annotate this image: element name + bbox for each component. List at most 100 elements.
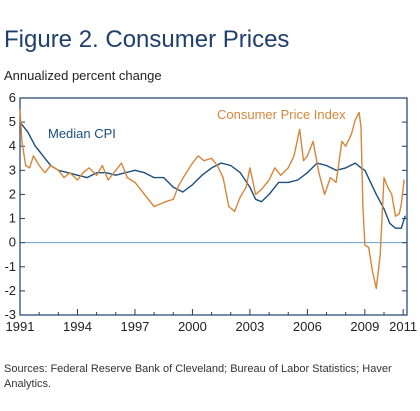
cpi-point: [178, 184, 180, 186]
cpi-point: [197, 155, 199, 157]
cpi-point: [76, 179, 79, 181]
cpi-point: [364, 244, 366, 246]
median-cpi-point: [67, 172, 69, 174]
cpi-point: [245, 186, 247, 188]
cpi-point: [394, 215, 397, 217]
cpi-point: [120, 162, 123, 164]
cpi-point: [153, 205, 155, 208]
cpi-point: [358, 111, 360, 114]
x-tick-label: 2009: [350, 319, 379, 334]
x-tick-label: 1997: [120, 319, 149, 334]
plot-frame: [19, 97, 408, 316]
cpi-point: [159, 203, 161, 205]
cpi-point: [233, 210, 236, 212]
cpi-point: [172, 198, 174, 200]
median-cpi-point: [86, 176, 88, 179]
median-cpi-point: [23, 126, 25, 128]
median-cpi-point: [335, 169, 337, 171]
median-cpi-point: [354, 162, 356, 164]
median-cpi-point: [369, 181, 372, 183]
cpi-point: [239, 196, 241, 198]
cpi-annotation: Consumer Price Index: [217, 107, 346, 122]
cpi-point: [299, 128, 301, 130]
median-cpi-point: [383, 208, 385, 210]
cpi-point: [329, 176, 331, 179]
median-cpi-point: [30, 138, 33, 140]
cpi-point: [274, 167, 276, 169]
cpi-point: [371, 271, 374, 273]
y-tick-label: 2: [9, 186, 16, 201]
cpi-point: [268, 179, 270, 181]
page-title: Figure 2. Consumer Prices: [4, 26, 290, 53]
cpi-point: [249, 167, 251, 169]
cpi-point: [203, 160, 205, 162]
cpi-point: [63, 176, 65, 179]
cpi-point: [228, 205, 230, 208]
cpi-point: [21, 140, 23, 142]
cpi-point: [293, 155, 295, 157]
median-cpi-point: [115, 174, 117, 176]
x-tick-label: 1991: [6, 319, 35, 334]
cpi-point: [362, 205, 364, 208]
cpi-point: [398, 213, 400, 215]
median-cpi-point: [76, 174, 79, 176]
y-tick-label: 4: [9, 138, 16, 153]
median-cpi-point: [306, 172, 308, 174]
y-tick-label: 5: [9, 114, 16, 129]
median-cpi-point: [220, 162, 222, 164]
median-cpi-point: [96, 172, 98, 174]
cpi-point: [19, 109, 21, 111]
cpi-point: [354, 119, 356, 121]
median-cpi-point: [389, 222, 391, 224]
cpi-point: [57, 169, 59, 171]
cpi-point: [360, 126, 362, 128]
cpi-point: [279, 174, 282, 176]
cpi-point: [345, 145, 347, 147]
median-cpi-annotation: Median CPI: [48, 126, 116, 141]
cpi-point: [350, 133, 353, 135]
cpi-point: [107, 179, 109, 181]
median-cpi-point: [201, 174, 203, 176]
median-cpi-point: [143, 172, 146, 174]
median-cpi-point: [255, 198, 257, 200]
x-tick-label: 2011: [389, 319, 417, 334]
cpi-point: [50, 164, 52, 167]
cpi-point: [375, 287, 377, 290]
cpi-point: [391, 193, 393, 196]
median-cpi-point: [134, 169, 136, 171]
cpi-point: [140, 189, 142, 191]
series-layer: [19, 109, 406, 290]
median-cpi-line: [19, 121, 406, 229]
labels-layer: -3 -2 -1 0 1 2 3 4 5 6 1991 1994 1997 2000 2003 2006 200…: [4, 90, 417, 334]
cpi-point: [134, 181, 136, 183]
median-cpi-point: [375, 193, 377, 196]
cpi-point: [184, 174, 186, 176]
median-cpi-point: [163, 176, 165, 179]
cpi-point: [403, 179, 405, 181]
median-cpi-point: [345, 167, 347, 169]
median-cpi-point: [364, 169, 366, 171]
cpi-point: [69, 172, 71, 174]
median-cpi-point: [260, 201, 262, 203]
cpi-point: [260, 189, 262, 191]
median-cpi-point: [172, 186, 174, 188]
y-tick-label: 0: [9, 235, 16, 250]
cpi-point: [101, 164, 103, 167]
y-tick-label: 6: [9, 90, 16, 105]
cpi-point: [216, 164, 218, 167]
cpi-point: [368, 246, 370, 249]
cpi-point: [191, 162, 194, 164]
y-tick-label: -2: [4, 283, 16, 298]
cpi-point: [341, 140, 343, 142]
median-cpi-point: [404, 215, 406, 217]
median-cpi-point: [400, 227, 402, 229]
x-tick-label: 2000: [178, 319, 207, 334]
axes-layer: [19, 97, 408, 316]
median-cpi-point: [239, 172, 241, 174]
cpi-point: [210, 157, 213, 159]
cpi-line: [19, 110, 405, 290]
y-tick-label: 1: [9, 211, 16, 226]
y-tick-label: -1: [4, 259, 16, 274]
cpi-point: [222, 176, 224, 179]
x-tick-label: 2006: [293, 319, 322, 334]
